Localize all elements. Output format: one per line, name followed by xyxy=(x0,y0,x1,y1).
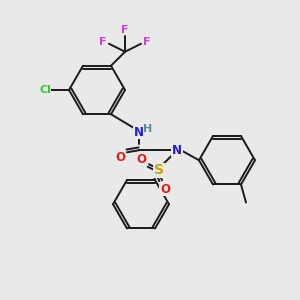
Text: N: N xyxy=(172,144,182,157)
Text: N: N xyxy=(134,126,144,139)
Text: O: O xyxy=(136,153,146,166)
Text: S: S xyxy=(154,163,164,177)
Text: O: O xyxy=(160,183,170,196)
Text: F: F xyxy=(121,25,129,35)
Text: F: F xyxy=(143,37,151,47)
Text: O: O xyxy=(115,151,125,164)
Text: H: H xyxy=(143,124,153,134)
Text: F: F xyxy=(99,37,107,47)
Text: Cl: Cl xyxy=(39,85,51,95)
